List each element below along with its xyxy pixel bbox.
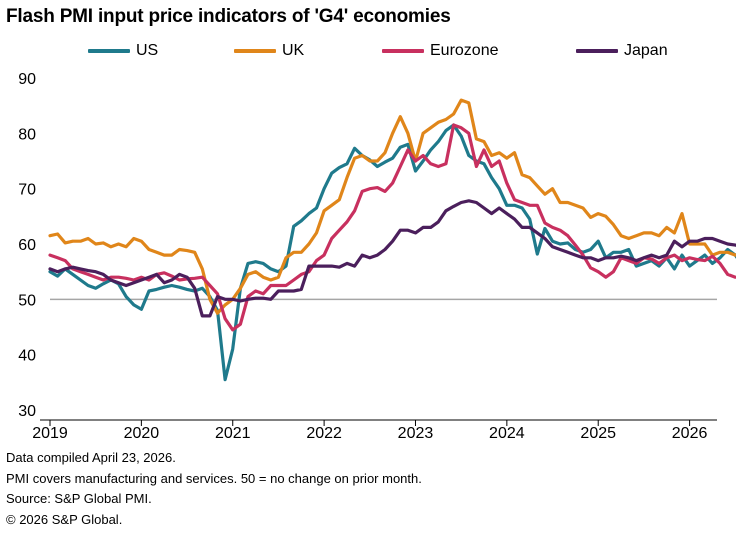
legend-swatch	[382, 49, 424, 53]
y-tick-label: 70	[18, 182, 36, 199]
y-tick-label: 80	[18, 126, 36, 143]
y-tick-label: 50	[18, 292, 36, 309]
chart-title: Flash PMI input price indicators of 'G4'…	[6, 6, 451, 27]
legend-item-eurozone: Eurozone	[382, 42, 499, 60]
x-tick-label: 2025	[580, 425, 616, 442]
x-tick-label: 2020	[124, 425, 160, 442]
y-tick-label: 60	[18, 237, 36, 254]
chart-legend: US UK Eurozone Japan	[0, 42, 736, 64]
legend-item-uk: UK	[234, 42, 304, 60]
y-axis: 30 40 50 60 70 80 90	[18, 71, 36, 420]
x-tick-label: 2023	[398, 425, 434, 442]
legend-swatch	[88, 49, 130, 53]
note-coverage: PMI covers manufacturing and services. 5…	[6, 470, 422, 486]
x-tick-label: 2022	[306, 425, 342, 442]
note-source: Source: S&P Global PMI.	[6, 491, 152, 506]
note-copyright: © 2026 S&P Global.	[6, 511, 123, 527]
legend-label: US	[136, 42, 159, 59]
y-tick-label: 30	[18, 403, 36, 420]
legend-swatch	[576, 49, 618, 53]
series-line-japan	[48, 199, 736, 318]
legend-label: Eurozone	[430, 42, 499, 59]
note-data-compiled: Data compiled April 23, 2026.	[6, 450, 176, 465]
x-tick-label: 2021	[215, 425, 251, 442]
x-axis: 2019 2020 2021 2022 2023 2024 2025 2026	[32, 419, 717, 442]
series-line-uk	[48, 98, 736, 315]
x-tick-label: 2019	[32, 425, 68, 442]
chart-notes: Data compiled April 23, 2026. PMI covers…	[6, 448, 422, 530]
legend-item-us: US	[88, 42, 158, 60]
legend-label: UK	[282, 42, 305, 59]
legend-swatch	[234, 49, 276, 53]
legend-item-japan: Japan	[576, 42, 668, 60]
x-tick-label: 2026	[672, 425, 708, 442]
y-tick-label: 40	[18, 348, 36, 365]
y-tick-label: 90	[18, 71, 36, 88]
legend-label: Japan	[624, 42, 668, 59]
series-line-eurozone	[48, 123, 736, 332]
x-tick-label: 2024	[489, 425, 525, 442]
plot-series	[48, 98, 736, 382]
